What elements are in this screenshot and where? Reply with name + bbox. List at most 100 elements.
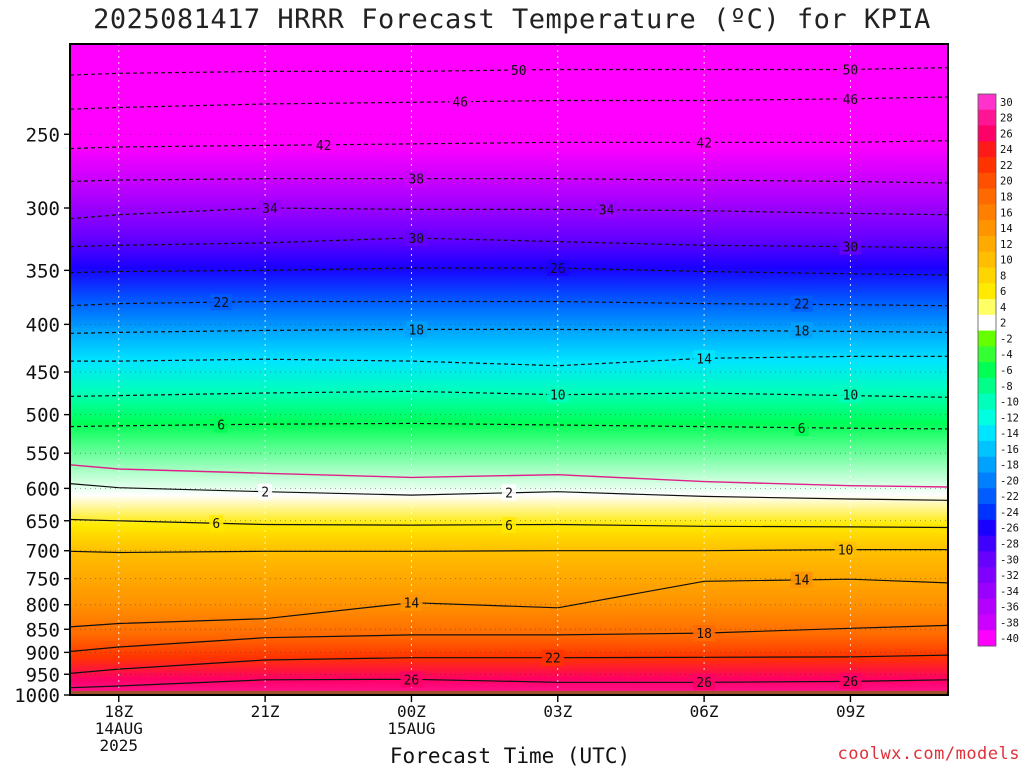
contour-label-x1: 46 <box>843 93 859 108</box>
contour-label-x5: 22 <box>794 298 810 313</box>
contour-label-bg <box>405 321 428 338</box>
x-tick-label-1-0: 21Z <box>251 702 280 721</box>
contour-label-x10: 6 <box>505 519 513 534</box>
contour-label-bg <box>209 515 224 532</box>
colorbar-label-33: -38 <box>1000 617 1019 629</box>
colorbar-label-27: -26 <box>1000 523 1019 535</box>
contour-label-x2: 42 <box>696 136 712 151</box>
colorbar-label-11: 8 <box>1000 270 1006 282</box>
colorbar-label-1: 28 <box>1000 113 1013 125</box>
colorbar-swatch-4 <box>978 157 996 174</box>
credit-link[interactable]: coolwx.com/models <box>837 744 1020 764</box>
contour-line-42-2 <box>70 140 948 150</box>
colorbar-swatch-5 <box>978 172 996 190</box>
colorbar-swatch-32 <box>978 598 996 615</box>
colorbar-frame <box>977 93 997 647</box>
contour-label-bg <box>258 483 273 500</box>
contour-label-bg <box>790 571 813 588</box>
colorbar-label-2: 26 <box>1000 128 1013 140</box>
contour-line-22-17 <box>70 654 948 674</box>
colorbar-label-9: 12 <box>1000 239 1013 251</box>
colorbar-label-12: 6 <box>1000 286 1006 298</box>
contour-label-x13: 26 <box>843 675 859 690</box>
colorbar-swatch-2 <box>978 125 996 142</box>
colorbar-label-17: -6 <box>1000 365 1013 377</box>
contour-label-bg <box>839 386 862 403</box>
colorbar-label-5: 20 <box>1000 176 1013 188</box>
colorbar-label-13: 4 <box>1000 302 1006 314</box>
colorbar-label-32: -36 <box>1000 602 1019 614</box>
contour-label-bg <box>546 386 569 403</box>
contour-label-bg <box>502 517 516 534</box>
contour-label-x9: 2 <box>505 486 513 501</box>
contour-label-16: 18 <box>696 627 712 642</box>
x-tick-label-0-0: 18Z <box>104 702 133 721</box>
y-tick-label-950: 950 <box>26 664 60 686</box>
colorbar-swatch-14 <box>978 314 996 332</box>
contour-line-22-7 <box>70 300 948 307</box>
colorbar-swatch-28 <box>978 535 996 552</box>
colorbar-label-20: -12 <box>1000 412 1019 424</box>
colorbar-label-30: -32 <box>1000 570 1019 582</box>
colorbar-label-4: 22 <box>1000 160 1013 172</box>
colorbar-swatch-27 <box>978 519 996 537</box>
y-tick-label-600: 600 <box>26 478 60 500</box>
colorbar-swatch-10 <box>978 251 996 268</box>
contour-line-18-8 <box>70 328 948 334</box>
colorbar-label-19: -10 <box>1000 397 1019 409</box>
colorbar-swatch-20 <box>978 409 996 426</box>
contour-line-10-10 <box>70 390 948 398</box>
contour-line-26-6 <box>70 267 948 276</box>
colorbar-swatch-34 <box>978 630 996 647</box>
colorbar-swatch-23 <box>978 456 996 474</box>
contour-label-bg <box>790 322 813 339</box>
colorbar-swatch-25 <box>978 488 996 505</box>
contour-label-2: 42 <box>316 139 332 154</box>
contour-label-0: 50 <box>511 64 527 79</box>
colorbar-label-29: -30 <box>1000 554 1019 566</box>
colorbar-label-10: 10 <box>1000 255 1013 267</box>
contour-label-bg <box>541 649 564 666</box>
colorbar-swatch-16 <box>978 346 996 363</box>
contour-line-10-14 <box>70 549 948 554</box>
contour-line-2-12 <box>70 483 948 501</box>
x-tick-label-3-0: 03Z <box>543 702 572 721</box>
y-tick-label-350: 350 <box>26 260 60 282</box>
x-tick-label-0-2: 2025 <box>100 736 139 755</box>
contour-label-bg <box>405 170 428 187</box>
colorbar-swatch-12 <box>978 283 996 300</box>
contour-label-bg <box>400 671 423 688</box>
contour-line-30-5 <box>70 237 948 249</box>
y-tick-label-900: 900 <box>26 642 60 664</box>
colorbar-swatch-13 <box>978 299 996 316</box>
contour-line-14-15 <box>70 578 948 628</box>
contour-label-bg <box>502 484 516 501</box>
colorbar-label-26: -24 <box>1000 507 1019 519</box>
contour-label-bg <box>693 134 716 151</box>
colorbar-label-8: 14 <box>1000 223 1013 235</box>
contour-label-12: 2 <box>261 486 269 501</box>
contour-line-34-4 <box>70 207 948 220</box>
plot-area: 5046423834302622181410626101418222650464… <box>70 44 948 695</box>
contour-line-38-3 <box>70 178 948 184</box>
y-tick-label-650: 650 <box>26 511 60 533</box>
colorbar-label-0: 30 <box>1000 97 1013 109</box>
x-axis-label: Forecast Time (UTC) <box>389 744 631 768</box>
contour-label-x4: 30 <box>843 241 859 256</box>
contour-label-x12: 26 <box>696 676 712 691</box>
colorbar-label-7: 16 <box>1000 207 1013 219</box>
y-tick-label-1000: 1000 <box>14 685 60 707</box>
contour-label-3: 38 <box>408 173 424 188</box>
y-tick-label-850: 850 <box>26 619 60 641</box>
colorbar-label-23: -18 <box>1000 460 1019 472</box>
contour-label-bg <box>546 260 569 277</box>
colorbar-swatch-3 <box>978 141 996 158</box>
y-tick-label-550: 550 <box>26 443 60 465</box>
contour-label-x0: 50 <box>843 63 859 78</box>
contour-label-bg <box>258 200 281 217</box>
colorbar-label-31: -34 <box>1000 586 1019 598</box>
y-tick-label-700: 700 <box>26 541 60 563</box>
contour-label-bg <box>210 294 233 311</box>
